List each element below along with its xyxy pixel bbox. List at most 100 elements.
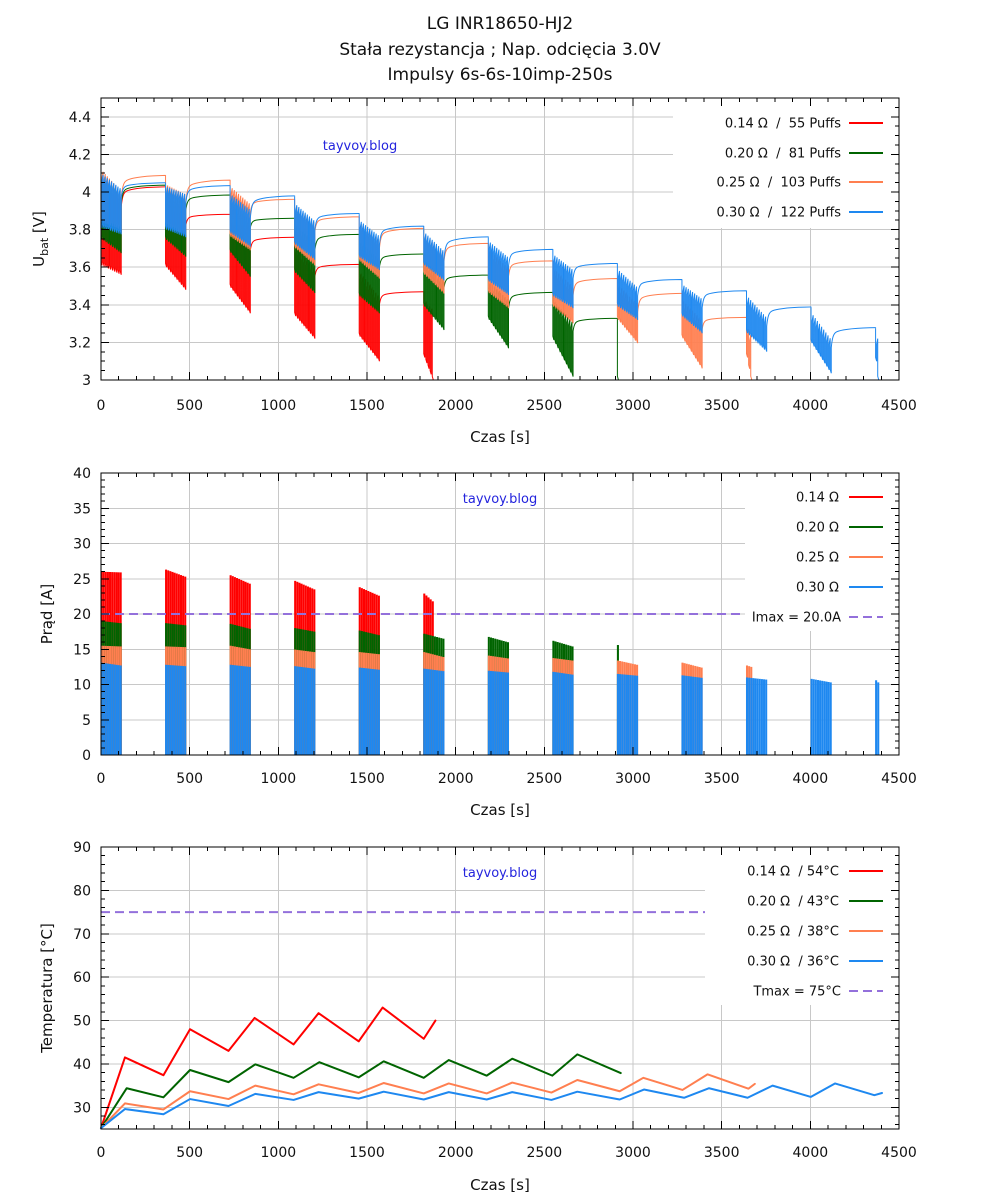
current-pulse-bar	[298, 666, 301, 755]
current-pulse-bar	[294, 666, 297, 755]
current-pulse-bar	[436, 670, 439, 755]
current-chart: 0.14 Ω 0.20 Ω 0.25 Ω 0.30 Ω Imax = 20.0A…	[38, 466, 917, 819]
current-pulse-bar	[440, 670, 443, 755]
x-tick-label: 3000	[615, 1145, 651, 1161]
current-pulse-bar	[504, 672, 507, 755]
current-pulse-bar	[369, 668, 372, 755]
legend-label: 0.30 Ω	[796, 581, 839, 596]
x-tick-label: 3500	[704, 1145, 740, 1161]
title-line-2: Stała rezystancja ; Nap. odcięcia 3.0V	[339, 40, 661, 60]
current-pulse-bar	[875, 680, 878, 755]
x-tick-label: 4500	[881, 398, 917, 414]
current-pulse-bar	[427, 669, 430, 755]
current-pulse-bar	[825, 681, 828, 755]
current-pulse-bar	[554, 672, 557, 755]
current-pulse-bar	[687, 676, 690, 755]
current-pulse-bar	[487, 670, 490, 755]
current-pulse-bar	[498, 671, 501, 755]
current-pulse-bar	[823, 681, 826, 755]
legend-label: 0.20 Ω / 43°C	[747, 895, 839, 910]
current-pulse-bar	[567, 674, 570, 755]
x-tick-label: 3500	[704, 771, 740, 787]
x-tick-label: 0	[97, 398, 106, 414]
y-tick-label: 0	[82, 748, 91, 764]
current-pulse-bar	[827, 681, 830, 755]
current-pulse-bar	[748, 677, 751, 755]
current-pulse-bar	[229, 664, 232, 755]
current-pulse-bar	[177, 665, 180, 755]
current-pulse-bar	[765, 679, 768, 755]
current-pulse-bar	[558, 672, 561, 755]
current-pulse-bar	[165, 664, 168, 755]
current-pulse-bar	[494, 671, 497, 755]
current-pulse-bar	[877, 682, 880, 755]
y-tick-label: 40	[73, 1057, 91, 1073]
current-pulse-bar	[819, 680, 822, 755]
x-tick-label: 2500	[527, 398, 563, 414]
title-line-3: Impulsy 6s-6s-10imp-250s	[388, 65, 613, 85]
y-tick-label: 3.4	[69, 298, 91, 314]
current-pulse-bar	[812, 679, 815, 755]
legend-background	[705, 848, 898, 1005]
current-pulse-bar	[433, 670, 436, 755]
y-tick-label: 5	[82, 713, 91, 729]
legend-label: 0.30 Ω / 122 Puffs	[717, 206, 842, 221]
y-tick-label: 60	[73, 970, 91, 986]
x-tick-label: 4000	[793, 1145, 829, 1161]
current-pulse-bar	[556, 672, 559, 755]
current-pulse-bar	[119, 665, 122, 755]
legend-background	[745, 474, 898, 631]
current-pulse-bar	[175, 665, 178, 755]
plot-border	[100, 846, 900, 1130]
current-pulse-bar	[829, 682, 832, 755]
current-pulse-bar	[313, 668, 316, 755]
y-tick-label: 3	[82, 373, 91, 389]
legend-label: 0.25 Ω / 103 Puffs	[717, 176, 842, 191]
current-pulse-bar	[169, 665, 172, 755]
x-tick-label: 1000	[261, 398, 297, 414]
current-pulse-bar	[758, 678, 761, 755]
x-axis-label: Czas [s]	[470, 801, 530, 819]
current-pulse-bar	[182, 666, 185, 755]
current-pulse-bar	[115, 664, 118, 755]
current-pulse-bar	[371, 668, 374, 755]
current-pulse-bar	[113, 664, 116, 755]
current-pulse-bar	[367, 668, 370, 755]
legend-label: 0.14 Ω / 54°C	[747, 865, 839, 880]
current-pulse-bar	[438, 670, 441, 755]
y-tick-label: 10	[73, 678, 91, 694]
current-pulse-bar	[625, 674, 628, 755]
current-axes: 0 500 1000 1500 2000 2500 3000 3500 4000 4500 0 5 10…	[73, 466, 917, 787]
temperature-labels: tayvoy.blog Czas [s] Temperatura [°C]	[38, 866, 537, 1194]
x-axis-label: Czas [s]	[470, 428, 530, 446]
current-pulse-bar	[375, 669, 378, 755]
current-pulse-bar	[552, 671, 555, 755]
current-pulse-bar	[304, 667, 307, 755]
current-pulse-bar	[240, 665, 243, 755]
y-tick-label: 25	[73, 572, 91, 588]
y-tick-label: 3.2	[69, 335, 91, 351]
y-tick-label: 20	[73, 607, 91, 623]
voltage-axes: 0 500 1000 1500 2000 2500 3000 3500 4000 4500 3 3.2…	[69, 97, 917, 414]
current-pulse-bar	[683, 675, 686, 755]
x-tick-label: 500	[176, 1145, 203, 1161]
temperature-line-0.25	[100, 1073, 756, 1130]
current-pulse-bar	[184, 666, 187, 755]
current-pulse-bar	[633, 675, 636, 755]
y-tick-label: 40	[73, 466, 91, 482]
voltage-chart: 0.14 Ω / 55 Puffs 0.20 Ω / 81 Puffs 0.25…	[30, 97, 917, 446]
temperature-line-0.20	[100, 1053, 622, 1130]
temperature-axes: 0 500 1000 1500 2000 2500 3000 3500 4000 4500 30 40…	[73, 840, 917, 1161]
x-tick-label: 500	[176, 398, 203, 414]
current-pulse-bar	[560, 673, 563, 755]
current-pulse-bar	[689, 676, 693, 755]
y-axis-label: Prąd [A]	[38, 584, 56, 644]
current-pulse-bar	[565, 673, 568, 755]
legend-label: 0.14 Ω / 55 Puffs	[725, 117, 841, 132]
current-pulse-bar	[623, 674, 626, 755]
temperature-chart: 0.14 Ω / 54°C 0.20 Ω / 43°C 0.25 Ω / 38°…	[38, 840, 917, 1194]
legend-label: 0.20 Ω	[796, 521, 839, 536]
watermark: tayvoy.blog	[323, 139, 397, 154]
legend-limit-label: Imax = 20.0A	[752, 611, 841, 626]
